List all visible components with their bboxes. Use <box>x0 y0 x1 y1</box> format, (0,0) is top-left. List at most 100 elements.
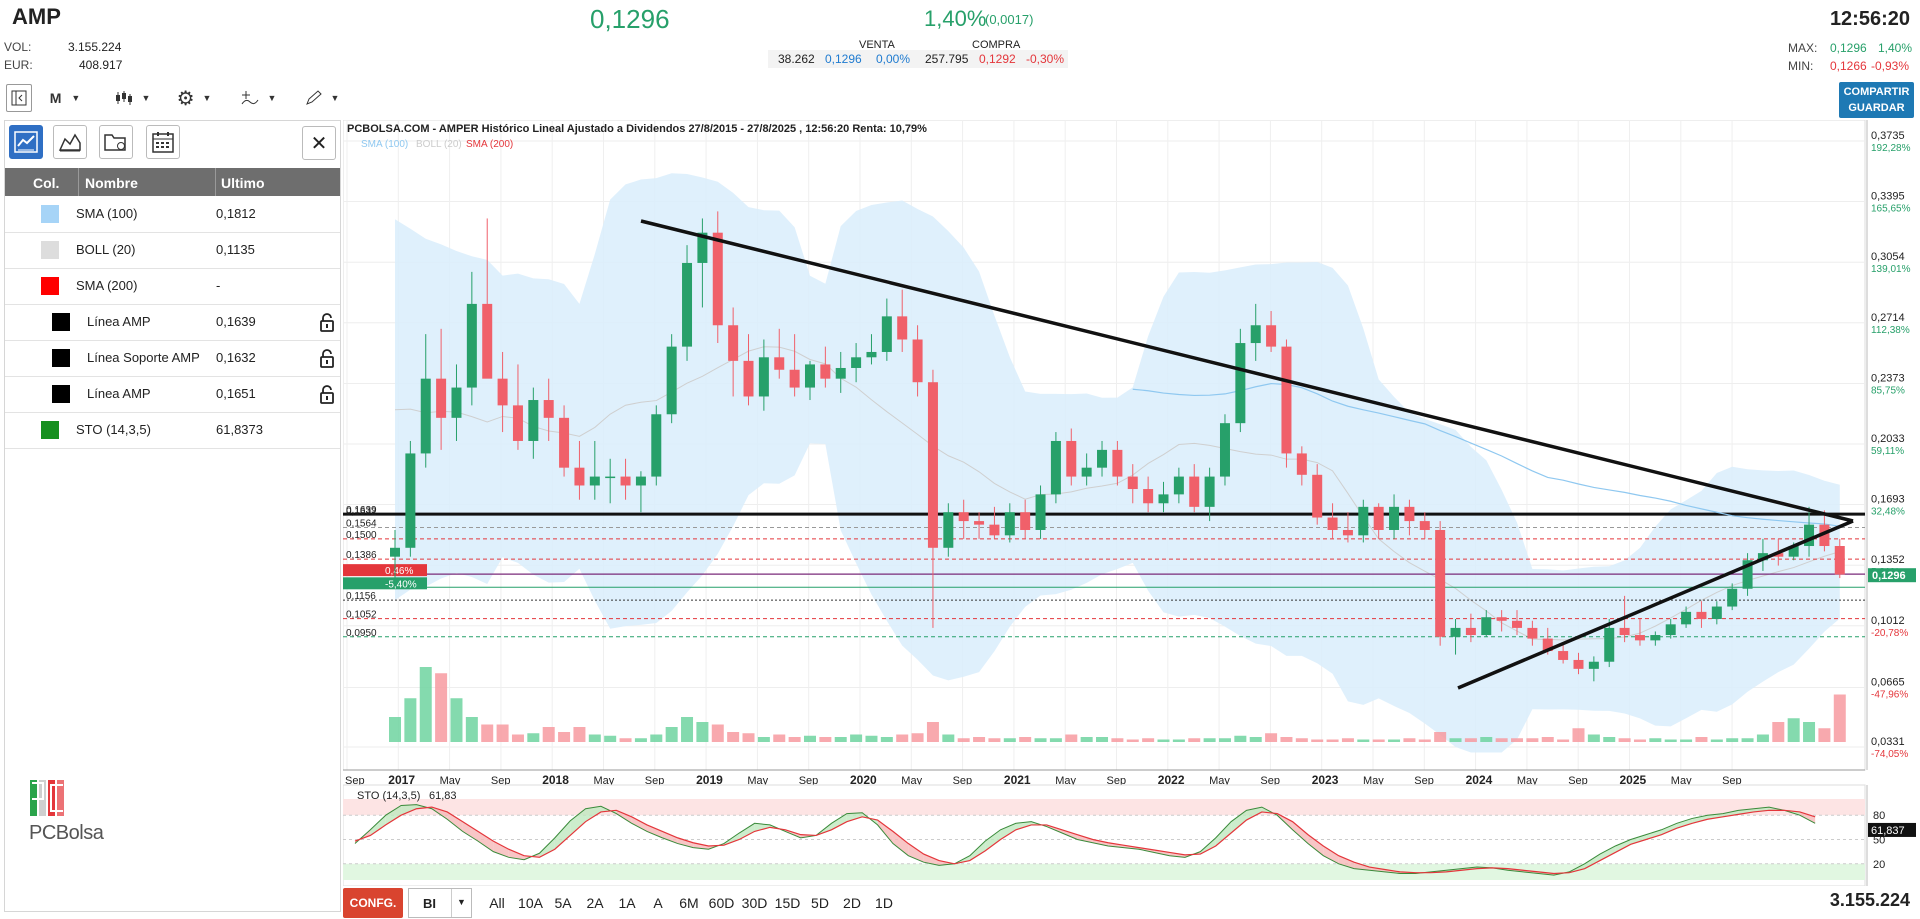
indicator-color-swatch[interactable] <box>52 385 70 403</box>
price-chart[interactable]: 0,16390,16320,15640,15000,13860,13020,46… <box>343 120 1920 886</box>
volume-bar <box>1126 739 1139 742</box>
gear-icon: ⚙ <box>176 87 195 110</box>
x-tick-label: May <box>594 775 615 787</box>
venta-qty: 38.262 <box>778 52 815 66</box>
x-tick-label: 2020 <box>850 773 877 787</box>
indicator-row[interactable]: BOLL (20) 0,1135 <box>5 232 340 269</box>
period-button[interactable]: 60D <box>708 895 735 911</box>
chevron-down-icon: ▼ <box>141 93 151 103</box>
volume-bar <box>1618 738 1631 742</box>
candle-body <box>1158 494 1169 504</box>
vol-label: VOL: <box>4 40 32 54</box>
volume-bar <box>1557 739 1570 742</box>
candle-body <box>1219 423 1230 477</box>
candle-body <box>436 378 447 418</box>
indicator-value: 0,1651 <box>216 386 256 401</box>
config-button[interactable]: CONFG. <box>343 888 403 918</box>
x-tick-label: May <box>1209 775 1230 787</box>
lock-icon[interactable] <box>319 384 335 407</box>
settings-button[interactable]: ⚙ ▼ <box>172 84 216 112</box>
level-label: 0,1632 <box>346 506 377 517</box>
level-tag-bg <box>343 577 427 590</box>
legend-entry: SMA (200) <box>466 139 513 150</box>
indicator-row[interactable]: STO (14,3,5) 61,8373 <box>5 412 340 449</box>
volume-bar <box>1218 738 1231 742</box>
toggle-panel-button[interactable] <box>6 84 32 112</box>
volume-bar <box>1341 738 1354 742</box>
sto-current-tag: 61,837 <box>1871 825 1905 837</box>
draw-tool-button[interactable]: ▼ <box>300 84 344 112</box>
indicator-color-swatch[interactable] <box>52 349 70 367</box>
indicator-row[interactable]: SMA (100) 0,1812 <box>5 196 340 233</box>
indicator-row[interactable]: SMA (200) - <box>5 268 340 305</box>
period-button[interactable]: 1D <box>875 895 893 911</box>
current-price-tag-bg <box>1868 568 1916 583</box>
volume-bar <box>542 727 555 742</box>
indicator-color-swatch[interactable] <box>41 277 59 295</box>
volume-bar <box>419 667 432 742</box>
tab-indicators[interactable] <box>9 125 43 159</box>
volume-bar <box>1495 738 1508 742</box>
period-button[interactable]: 2A <box>586 895 604 911</box>
period-button[interactable]: 5D <box>811 895 829 911</box>
indicator-row[interactable]: Línea AMP 0,1651 <box>5 376 340 413</box>
sto-fill <box>831 813 847 830</box>
volume-bar <box>1157 739 1170 742</box>
sto-fill <box>662 831 678 844</box>
period-button[interactable]: 30D <box>741 895 768 911</box>
candle-body <box>1266 325 1277 347</box>
bi-select[interactable]: BI ▼ <box>408 888 472 918</box>
volume-bar <box>1111 738 1124 742</box>
share-save-button[interactable]: COMPARTIR GUARDAR <box>1839 82 1914 118</box>
period-button[interactable]: 15D <box>774 895 801 911</box>
volume-bar <box>1234 735 1247 742</box>
close-panel-button[interactable]: ✕ <box>302 126 336 160</box>
add-indicator-button[interactable]: ▼ <box>236 84 280 112</box>
tab-calendar[interactable] <box>146 125 180 159</box>
sto-fill <box>1599 845 1616 861</box>
candle-body <box>1542 638 1553 652</box>
candle-body <box>1173 476 1184 495</box>
candle-body <box>943 512 954 548</box>
tab-templates[interactable] <box>99 125 133 159</box>
lock-icon[interactable] <box>319 348 335 371</box>
level-label: 0,1386 <box>346 550 377 561</box>
candle-body <box>1742 560 1753 589</box>
volume-bar <box>1756 734 1769 742</box>
candle-body <box>974 521 985 525</box>
candle-body <box>1419 521 1430 530</box>
y-tick-pct: 139,01% <box>1871 264 1911 275</box>
indicator-row[interactable]: Línea AMP 0,1639 <box>5 304 340 341</box>
y-tick-pct: 85,75% <box>1871 385 1905 396</box>
chart-type-button[interactable]: ▼ <box>110 84 154 112</box>
folder-gear-icon <box>104 134 126 151</box>
indicator-row[interactable]: Línea Soporte AMP 0,1632 <box>5 340 340 377</box>
period-button[interactable]: 6M <box>679 895 699 911</box>
period-button[interactable]: All <box>489 895 505 911</box>
lock-icon[interactable] <box>319 312 335 335</box>
y-tick-pct: 165,65% <box>1871 204 1911 215</box>
tab-compare[interactable] <box>53 125 87 159</box>
period-button[interactable]: 2D <box>843 895 861 911</box>
volume-bar <box>880 737 893 742</box>
sto-fill <box>1077 834 1093 843</box>
period-buttons: All 10A 5A 2A 1A A 6M 60D 30D 15D 5D 2D 1D <box>480 888 900 918</box>
period-select[interactable]: M ▼ <box>50 84 81 112</box>
sto-fill <box>370 815 386 836</box>
indicator-color-swatch[interactable] <box>41 205 59 223</box>
candle-body <box>1619 627 1630 636</box>
volume-bar <box>1787 718 1800 742</box>
indicator-color-swatch[interactable] <box>41 241 59 259</box>
period-button[interactable]: 1A <box>618 895 636 911</box>
indicator-color-swatch[interactable] <box>52 313 70 331</box>
period-button[interactable]: 10A <box>518 895 543 911</box>
indicator-color-swatch[interactable] <box>41 421 59 439</box>
period-button[interactable]: 5A <box>554 895 572 911</box>
period-button[interactable]: A <box>653 895 663 911</box>
candle-body <box>1650 635 1661 641</box>
name-header: Nombre <box>85 175 138 191</box>
candle-body <box>881 316 892 352</box>
x-tick-label: May <box>1671 775 1692 787</box>
y-tick-label: 0,0665 <box>1871 677 1905 689</box>
volume-bar <box>481 724 494 742</box>
